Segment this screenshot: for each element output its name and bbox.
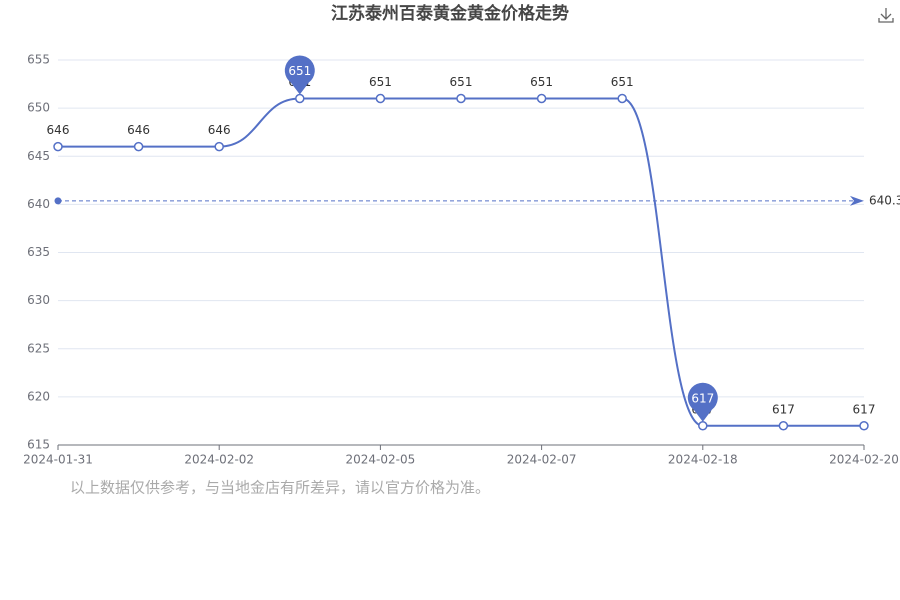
data-label: 646 — [127, 123, 150, 137]
data-label: 651 — [611, 75, 634, 89]
point — [133, 141, 144, 152]
x-tick-label: 2024-02-18 — [668, 453, 738, 467]
point — [375, 93, 386, 104]
x-tick-label: 2024-02-20 — [829, 453, 899, 467]
y-tick-label: 650 — [27, 101, 50, 115]
chart-title: 江苏泰州百泰黄金黄金价格走势 — [331, 3, 569, 24]
point — [456, 93, 466, 104]
data-label: 646 — [208, 123, 231, 137]
mark-label: 651 — [288, 64, 311, 78]
y-tick-label: 620 — [27, 389, 50, 403]
x-tick-label: 2024-02-02 — [184, 453, 254, 467]
y-tick-label: 640 — [27, 197, 50, 211]
data-label: 651 — [530, 75, 553, 89]
y-tick-label: 630 — [27, 293, 50, 307]
data-label: 651 — [369, 75, 392, 89]
line — [58, 97, 864, 427]
point — [698, 421, 708, 431]
point — [859, 421, 869, 431]
point — [295, 93, 305, 104]
average-arrow — [850, 195, 864, 206]
average-start — [54, 197, 62, 205]
data-label: 651 — [450, 75, 473, 89]
point — [778, 421, 789, 431]
data-label: 646 — [47, 123, 70, 137]
x-tick-label: 2024-02-05 — [346, 453, 416, 467]
point — [53, 141, 63, 152]
y-tick-label: 615 — [27, 438, 50, 452]
mark-pin — [284, 55, 315, 95]
y-tick-label: 625 — [27, 341, 50, 355]
x-tick-label: 2024-01-31 — [23, 453, 93, 467]
data-label: 617 — [772, 402, 795, 416]
y-tick-label: 645 — [27, 149, 50, 163]
footnote: 以上数据仅供参考，与当地金店有所差异，请以官方价格为准。 — [70, 479, 490, 497]
data-label: 617 — [853, 402, 876, 416]
download-icon[interactable] — [878, 8, 894, 23]
x-tick-label: 2024-02-07 — [507, 453, 577, 467]
y-tick-label: 655 — [27, 53, 50, 67]
y-tick-label: 635 — [27, 245, 50, 259]
mark-label: 617 — [691, 391, 714, 405]
point — [536, 93, 547, 104]
mark-pin — [687, 382, 718, 422]
average-label: 640.36 — [869, 193, 900, 207]
point — [214, 141, 224, 152]
point — [617, 93, 627, 104]
